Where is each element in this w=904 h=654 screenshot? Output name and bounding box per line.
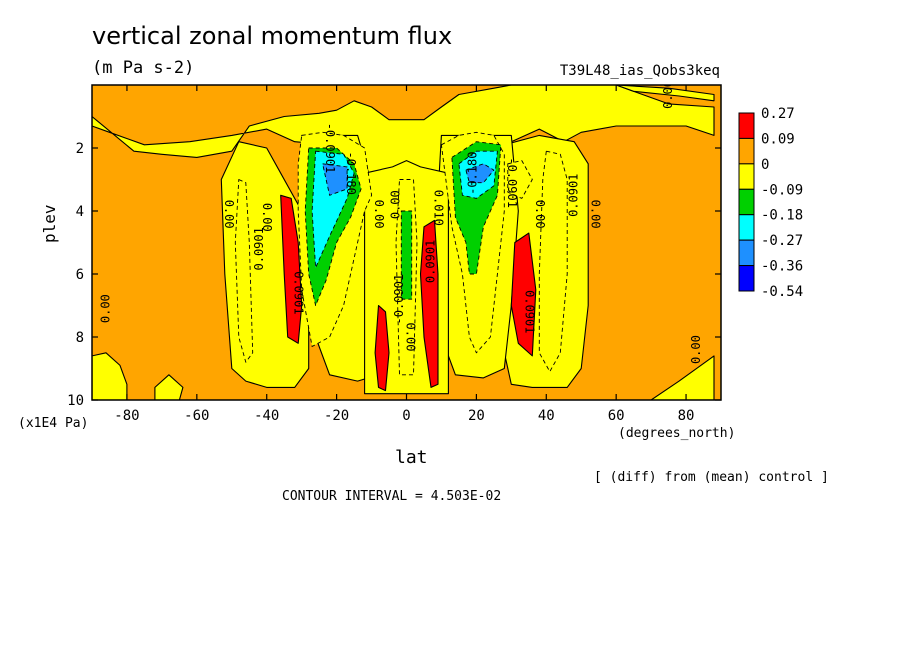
contour-label-4: 0.00 [222,200,236,229]
colorbar-label-6: -0.36 [761,259,803,275]
contour-region-18 [400,210,413,300]
colorbar-label-1: 0.09 [761,131,795,147]
axes: -80 -60 -40 -20 0 20 40 60 80 2 4 6 8 10 [67,85,721,424]
colorbar-label-5: -0.27 [761,233,803,249]
experiment-name: T39L48_ias_Qobs3keq [559,63,720,79]
contour-label-11: 0.00 [403,323,417,352]
contour-region-26 [510,232,537,357]
contour-label-14: 0.00 [533,200,547,229]
x-axis-units: (degrees_north) [618,426,736,441]
contour-region-8 [154,374,184,400]
x-tick-label-8: 80 [678,408,695,424]
x-tick-label-4: 0 [402,408,410,424]
colorbar-label-3: -0.09 [761,182,803,198]
contour-region-24 [374,304,390,392]
colorbar-swatch-5 [738,239,755,267]
x-tick-label-6: 40 [538,408,555,424]
y-tick-label-3: 8 [76,330,84,346]
contour-label-20: 0.00 [689,335,703,364]
x-tick-label-1: -60 [184,408,209,424]
contour-label-2: -0.180 [344,152,358,195]
x-tick-label-2: -40 [254,408,279,424]
colorbar-label-4: -0.18 [761,208,803,224]
y-tick-label-0: 2 [76,141,84,157]
contour-label-13: -0.0901 [505,157,519,208]
x-axis-label: lat [395,447,428,468]
contour-region-0 [92,85,715,187]
contour-label-3: -0.180 [465,152,479,195]
colorbar-label-7: -0.54 [761,284,803,300]
contour-label-10: 0.010 [431,190,445,226]
colorbar: 0.27 0.09 0 -0.09 -0.18 -0.27 -0.36 -0.54 [738,106,803,300]
x-tick-label-0: -80 [114,408,139,424]
x-tick-label-7: 60 [608,408,625,424]
colorbar-swatch-6 [738,265,755,292]
x-tick-label-5: 20 [468,408,485,424]
contour-label-12: 0.0901 [423,240,437,283]
colorbar-swatch-3 [738,188,755,216]
contour-region-25 [419,219,439,388]
contour-region-22 [465,163,495,184]
contour-region-21 [322,163,348,196]
contour-label-17: 0.0901 [522,290,536,333]
contour-region-13 [507,160,533,199]
contour-label-1: -0.0901 [323,123,337,174]
contour-label-7: 0.0901 [292,271,306,314]
y-tick-label-2: 6 [76,267,84,283]
diff-note: [ (diff) from (mean) control ] [594,470,829,485]
colorbar-label-2: 0 [761,157,769,173]
y-tick-label-1: 4 [76,204,84,220]
colorbar-label-0: 0.27 [761,106,795,122]
contour-region-1 [615,85,715,102]
contour-label-18: -0.0901 [392,274,406,325]
contour-label-19: 0.00 [98,294,112,323]
contour-fills [92,85,721,400]
colorbar-swatch-0 [738,112,755,139]
contour-region-23 [280,194,303,344]
contour-label-9: 0.00 [389,190,403,219]
colorbar-swatch-1 [738,137,755,165]
contour-label-8: 0.00 [372,200,386,229]
contour-region-7 [92,352,128,400]
contour-label-6: 0.0901 [252,227,266,270]
colorbar-swatch-2 [738,163,755,190]
contour-region-14 [538,150,568,373]
x-tick-label-3: -20 [324,408,349,424]
colorbar-swatch-4 [738,214,755,241]
contour-region-10 [234,179,254,363]
y-tick-label-4: 10 [67,393,84,409]
contour-region-9 [650,355,715,400]
contour-label-5: 0.00 [260,203,274,232]
contour-label-0: 0.00 [661,80,675,109]
y-axis-units: (x1E4 Pa) [18,416,89,431]
contour-label-16: 0.00 [589,200,603,229]
chart-units: (m Pa s-2) [92,58,195,78]
chart-title: vertical zonal momentum flux [92,22,453,50]
contour-label-15: 0.0901 [567,174,581,217]
contour-interval: CONTOUR INTERVAL = 4.503E-02 [282,489,502,504]
